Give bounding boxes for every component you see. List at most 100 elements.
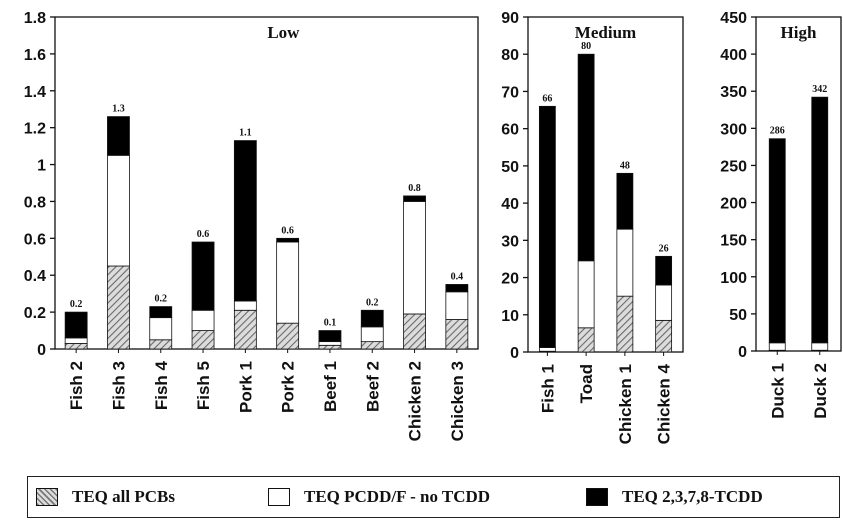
y-tick-label: 1.8	[24, 10, 46, 27]
y-tick-label: 100	[720, 270, 747, 287]
y-tick-label: 0.4	[24, 268, 46, 285]
plot-frame	[527, 16, 684, 353]
segment-tcdd	[577, 53, 595, 262]
data-label: 0.8	[408, 183, 421, 194]
y-tick-label: 10	[501, 308, 519, 325]
category-label: Beef 1	[321, 361, 340, 412]
segment-pcbs	[403, 313, 426, 350]
category-label: Beef 2	[363, 361, 382, 412]
segment-tcdd	[445, 284, 469, 293]
category-label: Duck 2	[811, 363, 830, 419]
data-label: 0.2	[155, 294, 168, 305]
y-tick-label: 0	[37, 342, 46, 359]
segment-pcdd	[655, 284, 673, 321]
bar-chicken-2: 0.8	[403, 183, 426, 350]
bar-chicken-4: 26	[655, 243, 673, 353]
segment-pcbs	[107, 265, 130, 350]
panel-title: Medium	[575, 23, 636, 42]
segment-pcdd	[538, 347, 556, 352]
bar-chicken-3: 0.4	[445, 271, 469, 350]
y-tick-label: 20	[501, 271, 519, 288]
category-label: Chicken 2	[406, 361, 425, 441]
category-label: Fish 3	[109, 361, 128, 410]
data-label: 342	[812, 84, 827, 95]
segment-tcdd	[276, 237, 300, 243]
panel-low: 0 0.2 0.4 0.6 0.8 1 1.2 1.4 1.6 1.8 Low 0.2 Fish 2 1.…	[24, 10, 479, 441]
y-tick-label: 350	[720, 84, 747, 101]
segment-pcbs	[318, 344, 342, 350]
segment-pcdd	[191, 309, 215, 331]
segment-pcbs	[577, 327, 595, 353]
y-tick-label: 1.6	[24, 47, 46, 64]
segment-pcdd	[445, 291, 469, 320]
legend-swatch-pcdd	[268, 488, 290, 506]
y-tick-label: 250	[720, 158, 747, 175]
category-label: Pork 1	[236, 361, 255, 413]
panel-title: High	[781, 23, 817, 42]
panel-high: 0 50 100 150 200 250 300 350 400 450 High 286 Duck 1…	[720, 10, 842, 419]
legend: TEQ all PCBs TEQ PCDD/F - no TCDD TEQ 2,…	[27, 476, 840, 518]
segment-tcdd	[64, 311, 88, 339]
segment-pcdd	[577, 260, 595, 329]
bar-duck-1: 286	[768, 126, 786, 352]
data-label: 26	[659, 243, 669, 254]
plot-frame	[54, 16, 479, 350]
bar-beef-1: 0.1	[318, 318, 342, 350]
bar-duck-2: 342	[811, 84, 829, 352]
segment-tcdd	[655, 255, 673, 286]
y-tick-label: 50	[501, 159, 519, 176]
category-label: Pork 2	[279, 361, 298, 413]
segment-pcbs	[149, 339, 173, 350]
segment-pcdd	[233, 300, 257, 311]
y-tick-label: 60	[501, 122, 519, 139]
data-label: 1.1	[239, 128, 252, 139]
segment-pcdd	[360, 326, 384, 343]
legend-label-pcdd: TEQ PCDD/F - no TCDD	[304, 487, 491, 506]
y-tick-label: 40	[501, 196, 519, 213]
legend-item-pcdd: TEQ PCDD/F - no TCDD	[268, 487, 490, 507]
bar-toad: 80	[577, 41, 595, 353]
data-label: 0.6	[197, 229, 210, 240]
segment-tcdd	[811, 96, 829, 344]
segment-pcdd	[768, 342, 786, 351]
legend-swatch-tcdd	[586, 488, 608, 506]
segment-tcdd	[538, 105, 556, 348]
segment-pcdd	[403, 201, 426, 315]
y-tick-label: 400	[720, 47, 747, 64]
category-label: Fish 2	[67, 361, 86, 410]
segment-pcdd	[276, 241, 300, 324]
segment-pcdd	[318, 341, 342, 346]
y-tick-label: 0.6	[24, 231, 46, 248]
category-label: Fish 5	[194, 361, 213, 410]
y-tick-label: 0.8	[24, 194, 46, 211]
y-tick-label: 30	[501, 233, 519, 250]
data-label: 0.1	[324, 318, 337, 329]
y-tick-label: 90	[501, 10, 519, 27]
data-label: 80	[581, 41, 591, 52]
category-label: Toad	[577, 364, 596, 403]
bar-fish-5: 0.6	[191, 229, 215, 350]
segment-pcbs	[64, 343, 88, 350]
panel-medium: 0 10 20 30 40 50 60 70 80 90 Medium 66 Fish 1 80 Toad 4…	[501, 10, 684, 444]
legend-label-pcbs: TEQ all PCBs	[72, 487, 175, 506]
segment-pcbs	[233, 309, 257, 350]
category-label: Duck 1	[768, 363, 787, 419]
y-tick-label: 50	[729, 307, 747, 324]
segment-pcdd	[107, 154, 130, 267]
segment-tcdd	[191, 241, 215, 311]
y-tick-label: 1.4	[24, 84, 46, 101]
segment-pcbs	[360, 341, 384, 350]
segment-pcdd	[616, 228, 634, 297]
y-tick-label: 70	[501, 84, 519, 101]
bar-fish-4: 0.2	[149, 294, 173, 350]
segment-pcbs	[616, 295, 634, 353]
category-label: Fish 4	[152, 360, 171, 410]
data-label: 48	[620, 160, 630, 171]
bar-pork-1: 1.1	[233, 128, 257, 350]
legend-swatch-pcbs	[36, 488, 58, 506]
data-label: 0.2	[366, 297, 379, 308]
y-tick-label: 1	[37, 158, 46, 175]
data-label: 0.2	[70, 299, 83, 310]
segment-tcdd	[403, 195, 426, 202]
legend-label-tcdd: TEQ 2,3,7,8-TCDD	[622, 487, 763, 506]
